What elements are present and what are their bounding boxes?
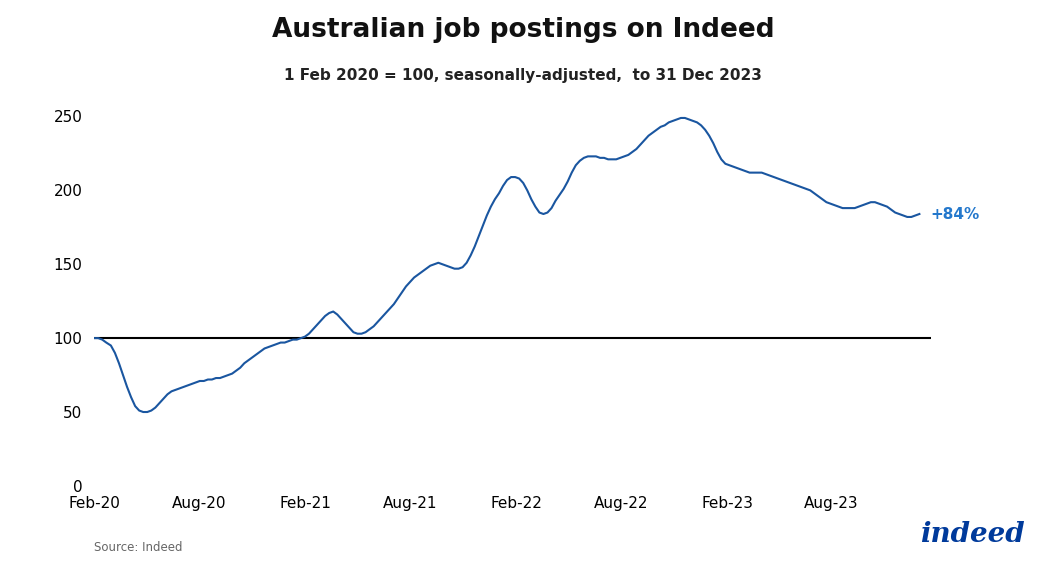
Text: Australian job postings on Indeed: Australian job postings on Indeed xyxy=(272,17,774,43)
Text: +84%: +84% xyxy=(931,206,980,221)
Text: 1 Feb 2020 = 100, seasonally-adjusted,  to 31 Dec 2023: 1 Feb 2020 = 100, seasonally-adjusted, t… xyxy=(285,68,761,83)
Text: Source: Indeed: Source: Indeed xyxy=(94,541,183,554)
Text: indeed: indeed xyxy=(920,521,1025,548)
